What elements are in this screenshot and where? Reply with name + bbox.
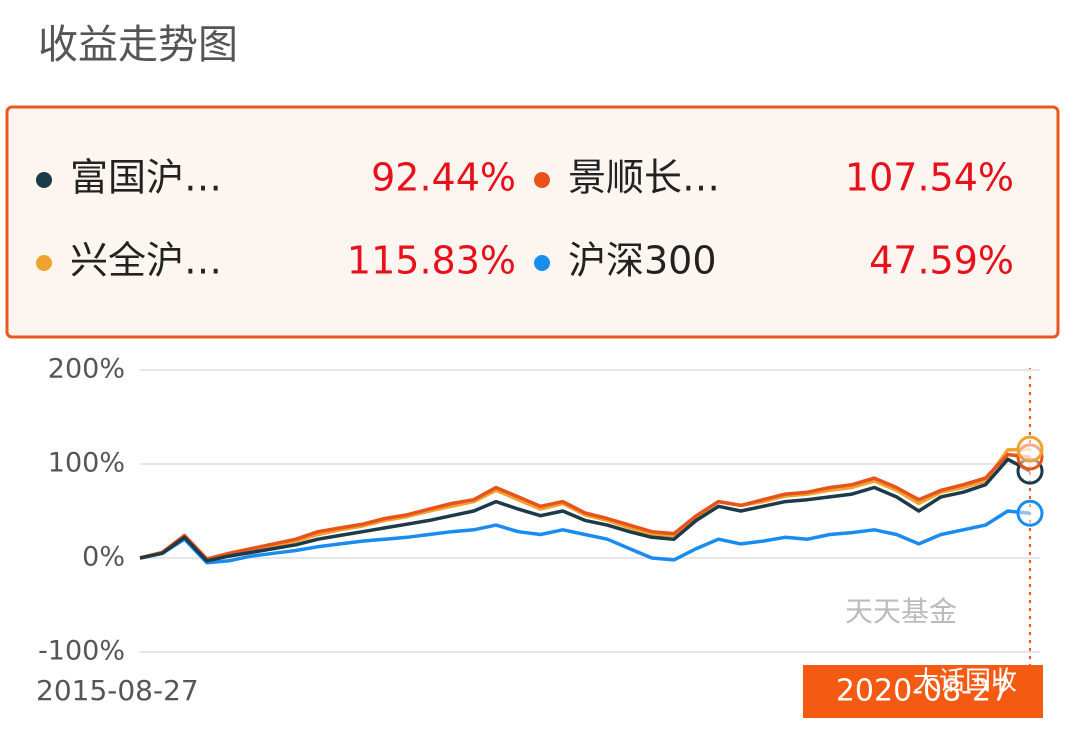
badge: 大话国收 xyxy=(913,667,1017,697)
series-line xyxy=(139,509,1031,565)
x-tick-label: 2015-08-27 xyxy=(36,674,199,707)
legend-marker xyxy=(36,172,52,188)
date-badge xyxy=(803,665,1043,718)
legend-label: 富国沪… xyxy=(70,156,222,200)
x-tick-label: 2020-08-27 xyxy=(836,674,1010,709)
plot: 200% 100% 0% -100% xyxy=(38,354,1044,667)
legend-value: 115.83% xyxy=(347,239,516,283)
legend-value: 92.44% xyxy=(371,156,516,200)
legend-value: 47.59% xyxy=(869,239,1014,283)
legend-label: 沪深300 xyxy=(568,239,717,283)
watermark: 天天基金 xyxy=(845,595,957,628)
y-tick-label: 100% xyxy=(48,448,125,479)
series-line xyxy=(139,447,1031,562)
y-tick-label: 200% xyxy=(48,354,125,385)
legend-label: 兴全沪… xyxy=(70,239,222,283)
y-tick-label: 0% xyxy=(82,542,125,573)
legend-box xyxy=(5,105,1060,339)
y-tick-label: -100% xyxy=(38,636,125,667)
series-line xyxy=(139,452,1031,561)
legend-label: 景顺长… xyxy=(568,156,720,200)
legend-value: 107.54% xyxy=(845,156,1014,200)
chart-title: 收益走势图 xyxy=(38,22,238,68)
end-marker xyxy=(1016,499,1044,527)
legend-marker xyxy=(36,255,52,271)
legend-marker xyxy=(534,255,550,271)
end-marker xyxy=(1016,435,1044,463)
series-line xyxy=(139,457,1031,563)
legend-marker xyxy=(534,172,550,188)
